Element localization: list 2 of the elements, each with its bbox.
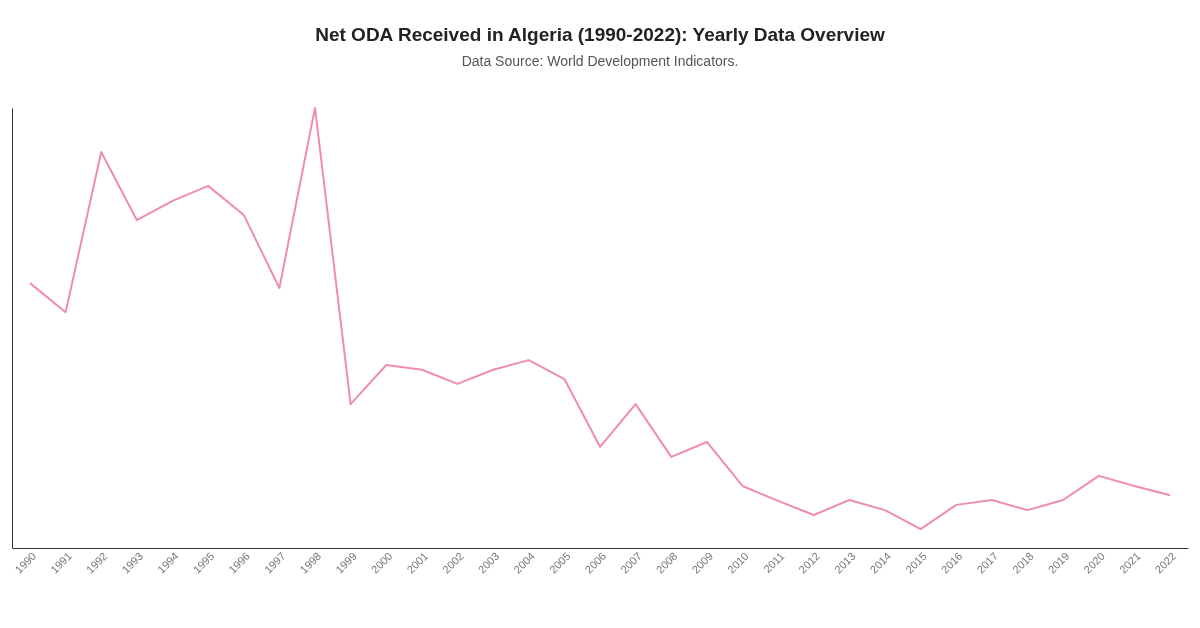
chart-subtitle: Data Source: World Development Indicators. [461, 53, 739, 69]
chart-title: Net ODA Received in Algeria (1990-2022): Yearly Data Overview [315, 24, 886, 45]
